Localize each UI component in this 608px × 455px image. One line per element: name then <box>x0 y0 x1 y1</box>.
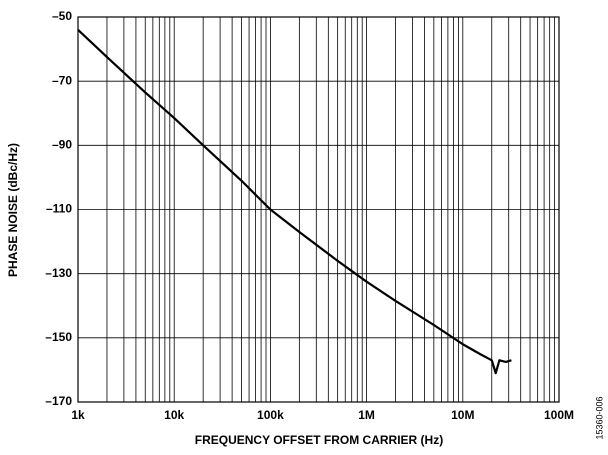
x-tick-label: 1k <box>71 408 85 422</box>
y-tick-label: –90 <box>52 138 72 152</box>
y-tick-label: –50 <box>52 9 72 23</box>
x-tick-label: 10M <box>451 408 474 422</box>
y-tick-label: –150 <box>45 330 72 344</box>
x-tick-label: 100k <box>257 408 284 422</box>
figure-note: 15360-006 <box>594 396 604 439</box>
x-tick-label: 100M <box>544 408 574 422</box>
y-tick-label: –130 <box>45 266 72 280</box>
y-tick-label: –110 <box>46 202 72 216</box>
x-tick-label: 1M <box>358 408 375 422</box>
y-tick-label: –170 <box>45 394 72 408</box>
plot-frame <box>77 16 560 403</box>
x-tick-label: 10k <box>164 408 184 422</box>
line-series <box>77 29 512 375</box>
y-axis-title: PHASE NOISE (dBc/Hz) <box>6 143 20 277</box>
x-axis-title: FREQUENCY OFFSET FROM CARRIER (Hz) <box>195 433 443 447</box>
y-tick-label: –70 <box>52 73 72 87</box>
